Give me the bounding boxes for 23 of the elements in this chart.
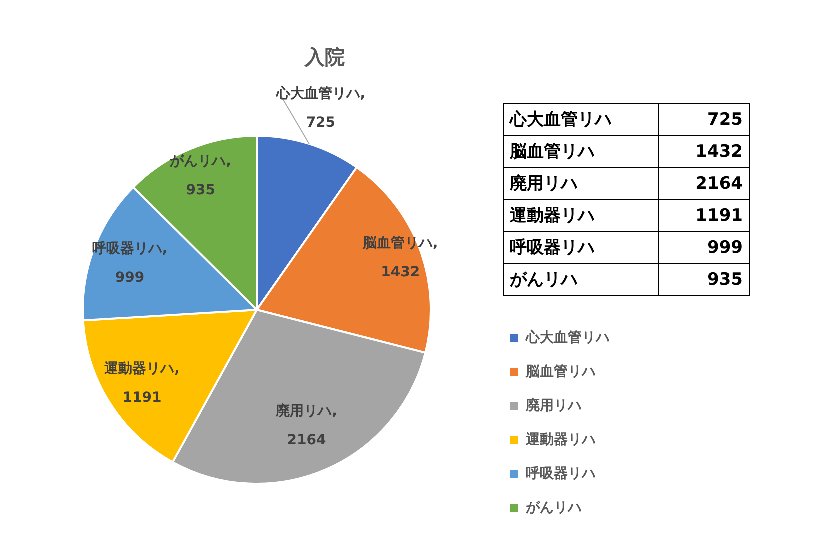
data-label: 廃用リハ, 2164 bbox=[275, 402, 338, 449]
category-label: 呼吸器リハ bbox=[504, 232, 658, 264]
legend-label: 呼吸器リハ bbox=[525, 465, 597, 484]
data-label: 999 bbox=[658, 232, 750, 264]
data-label: 心大血管リハ, 725 bbox=[275, 85, 366, 132]
data-label: がんリハ, 935 bbox=[169, 154, 232, 199]
chart-title: 入院 bbox=[304, 44, 346, 71]
data-label: 935 bbox=[658, 264, 750, 296]
legend-label: 運動器リハ bbox=[525, 431, 597, 450]
category-label: 脳血管リハ bbox=[504, 136, 658, 168]
category-label: がんリハ bbox=[504, 264, 658, 296]
category-label: 廃用リハ bbox=[504, 168, 658, 200]
legend-label: 脳血管リハ bbox=[524, 363, 597, 382]
data-label: 1191 bbox=[658, 200, 750, 232]
data-label: 1432 bbox=[658, 136, 750, 168]
data-label: 2164 bbox=[658, 168, 750, 200]
category-label: 運動器リハ bbox=[504, 200, 658, 232]
category-label: 心大血管リハ bbox=[504, 104, 658, 136]
legend-label: がんリハ bbox=[525, 499, 583, 518]
data-label: 運動器リハ, 1191 bbox=[104, 361, 180, 406]
legend-label: 廃用リハ bbox=[525, 397, 583, 416]
legend-label: 心大血管リハ bbox=[524, 328, 610, 348]
data-label: 725 bbox=[658, 104, 750, 136]
